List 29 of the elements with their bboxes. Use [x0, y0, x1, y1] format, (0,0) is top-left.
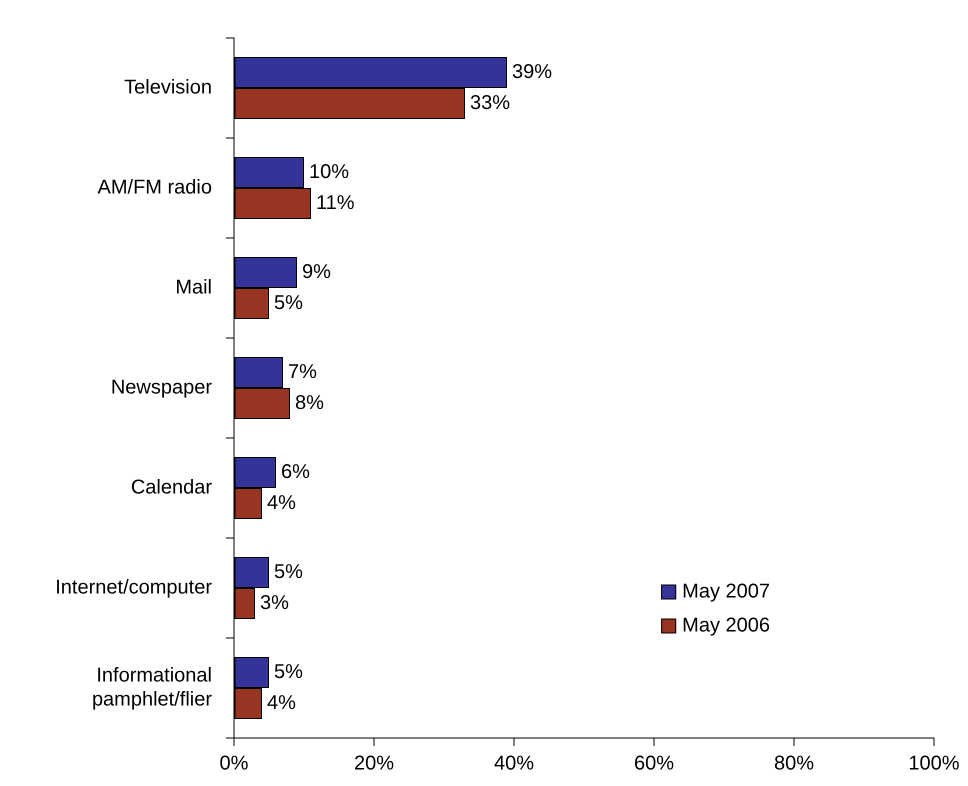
y-tick-label: Calendar	[130, 476, 212, 499]
data-label: 9%	[302, 261, 332, 284]
x-tick-label: 100%	[908, 752, 960, 775]
data-label: 5%	[274, 561, 304, 584]
data-label: 4%	[267, 492, 296, 514]
y-tick-label: Informational pamphlet/flier	[92, 664, 212, 711]
data-label: 4%	[267, 692, 296, 714]
x-tick-label: 80%	[774, 752, 814, 775]
data-label: 7%	[288, 361, 318, 384]
data-label: 39%	[512, 61, 552, 84]
data-label: 3%	[260, 592, 290, 614]
y-tick-label: Internet/computer	[55, 576, 212, 599]
data-label: 5%	[274, 661, 304, 684]
data-label: 8%	[295, 392, 324, 414]
y-tick-label: Mail	[175, 276, 212, 299]
data-label: 11%	[316, 192, 355, 214]
x-tick-label: 40%	[494, 752, 534, 775]
data-label: 5%	[274, 292, 304, 314]
data-label: 10%	[309, 161, 350, 184]
data-label: 33%	[470, 92, 510, 114]
x-tick-label: 20%	[354, 752, 394, 775]
y-tick-label: AM/FM radio	[98, 176, 212, 199]
legend-label: May 2007	[682, 580, 770, 603]
legend-label: May 2006	[682, 614, 770, 637]
data-label: 6%	[281, 461, 310, 484]
x-tick-label: 60%	[634, 752, 674, 775]
y-tick-label: Television	[124, 76, 212, 99]
y-tick-label: Newspaper	[110, 376, 212, 399]
x-tick-label: 0%	[220, 752, 249, 775]
